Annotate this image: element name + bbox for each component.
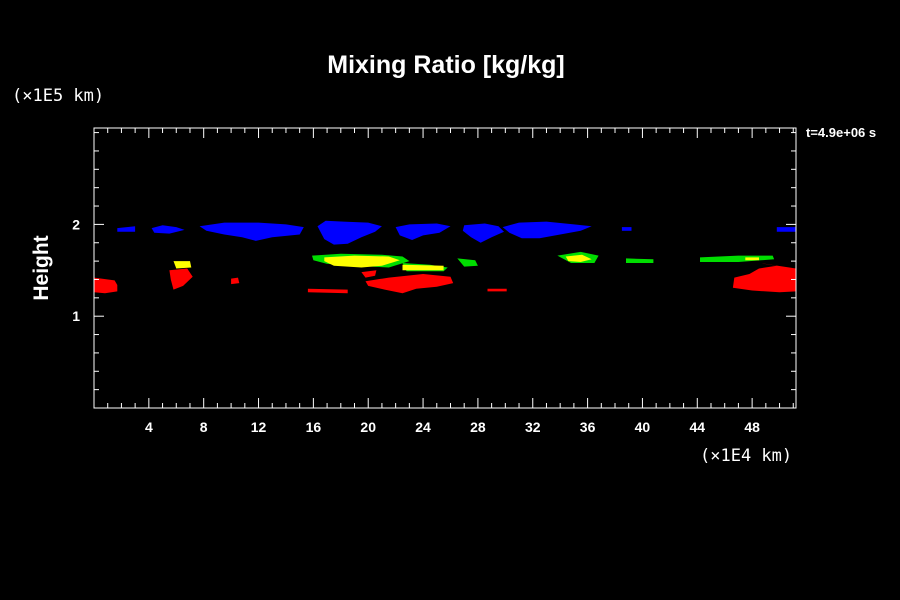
time-label: t=4.9e+06 s	[806, 125, 876, 140]
region-green-19	[457, 258, 478, 267]
region-blue-4	[395, 223, 451, 240]
region-red-11	[231, 277, 240, 285]
y-axis-label: Height	[30, 235, 53, 300]
region-red-16	[732, 259, 796, 293]
region-green-22	[700, 255, 775, 262]
y-axis-unit: (×1E5 km)	[12, 86, 104, 106]
region-yellow-26	[565, 254, 592, 262]
region-blue-1	[151, 225, 185, 234]
x-tick-label: 28	[470, 419, 486, 435]
region-blue-0	[117, 226, 136, 232]
x-tick-label: 48	[744, 419, 760, 435]
x-tick-label: 32	[525, 419, 541, 435]
x-tick-label: 40	[635, 419, 651, 435]
region-blue-6	[502, 221, 592, 239]
region-blue-7	[621, 227, 632, 231]
region-blue-3	[317, 220, 382, 245]
x-tick-label: 20	[360, 419, 376, 435]
x-tick-label: 24	[415, 419, 431, 435]
x-tick-label: 8	[200, 419, 208, 435]
region-red-10	[169, 268, 193, 290]
chart-title: Mixing Ratio [kg/kg]	[327, 51, 565, 79]
plot-frame	[93, 127, 797, 409]
region-yellow-23	[173, 261, 192, 269]
region-red-13	[361, 270, 377, 278]
region-green-21	[626, 258, 654, 263]
region-blue-8	[776, 227, 796, 232]
y-tick-label: 1	[72, 308, 80, 324]
region-red-14	[365, 274, 454, 294]
region-red-15	[487, 288, 507, 292]
region-red-9	[94, 277, 118, 294]
region-yellow-25	[402, 264, 444, 271]
x-tick-label: 12	[251, 419, 267, 435]
x-tick-label: 4	[145, 419, 153, 435]
x-axis-unit: (×1E4 km)	[700, 446, 792, 466]
region-red-12	[307, 288, 348, 294]
region-yellow-27	[745, 257, 759, 261]
contour-regions	[94, 220, 796, 294]
x-tick-label: 36	[580, 419, 596, 435]
y-tick-label: 2	[72, 216, 80, 232]
region-blue-2	[199, 222, 304, 241]
region-yellow-24	[324, 255, 400, 268]
region-blue-5	[462, 223, 504, 243]
x-tick-label: 16	[306, 419, 322, 435]
x-tick-label: 44	[689, 419, 705, 435]
